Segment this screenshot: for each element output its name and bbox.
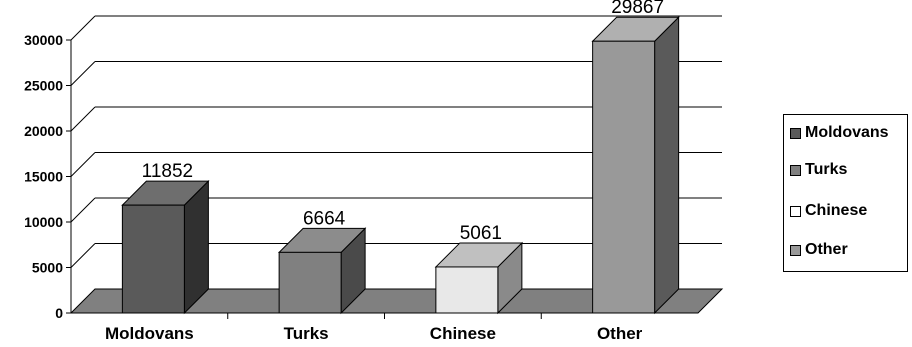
- y-tick-label: 0: [55, 305, 63, 321]
- legend-item-chinese: Chinese: [790, 201, 867, 221]
- legend-item-other: Other: [790, 240, 848, 260]
- bar-front-face: [435, 266, 499, 314]
- bar-side-face: [654, 16, 680, 315]
- data-label: 29867: [611, 0, 664, 18]
- bar-moldovans: [121, 179, 210, 315]
- legend-swatch-moldovans: [790, 127, 801, 139]
- y-tick-label: 5000: [32, 260, 63, 276]
- axis-layer: 0 5000 10000 15000 20000 25000 30000: [24, 32, 698, 321]
- gridline-diagonal: [70, 152, 96, 177]
- legend-label: Turks: [805, 161, 848, 178]
- x-category-label: Moldovans: [105, 324, 194, 343]
- y-tick-label: 30000: [24, 32, 63, 48]
- gridline-diagonal: [70, 243, 96, 268]
- data-label: 11852: [142, 161, 193, 182]
- legend-label: Other: [805, 241, 848, 258]
- gridline-diagonal: [70, 61, 96, 86]
- x-category-label: Chinese: [430, 324, 496, 343]
- bar-front-face: [592, 40, 656, 314]
- legend-item-moldovans: Moldovans: [790, 123, 889, 143]
- bar-front-face: [121, 204, 185, 314]
- x-category-label: Other: [597, 324, 643, 343]
- bar-other: [591, 16, 680, 315]
- legend-label: Moldovans: [805, 124, 889, 141]
- legend-item-turks: Turks: [790, 160, 847, 180]
- legend-swatch-turks: [790, 164, 801, 176]
- gridline-diagonal: [70, 15, 96, 41]
- y-tick-label: 25000: [24, 78, 63, 94]
- gridline-diagonal: [70, 106, 96, 132]
- labels-layer: 11852 Moldovans 6664 Turks 5061 Chinese 29867 O…: [105, 0, 664, 343]
- x-category-label: Turks: [284, 324, 329, 343]
- legend-label: Chinese: [805, 202, 868, 219]
- legend-swatch-other: [790, 244, 801, 256]
- bars-layer: [121, 16, 680, 315]
- bar-turks: [277, 227, 367, 315]
- data-label: 5061: [460, 223, 502, 244]
- legend-swatch-chinese: [790, 205, 801, 217]
- data-label: 6664: [303, 208, 346, 229]
- chart-legend: Moldovans Turks Chinese Other: [783, 114, 908, 272]
- gridline-diagonal: [70, 197, 96, 223]
- bar-front-face: [278, 251, 342, 314]
- y-tick-label: 10000: [24, 214, 63, 230]
- y-tick-label: 15000: [24, 169, 63, 185]
- bar-chinese: [434, 241, 524, 315]
- y-tick-label: 20000: [24, 123, 63, 139]
